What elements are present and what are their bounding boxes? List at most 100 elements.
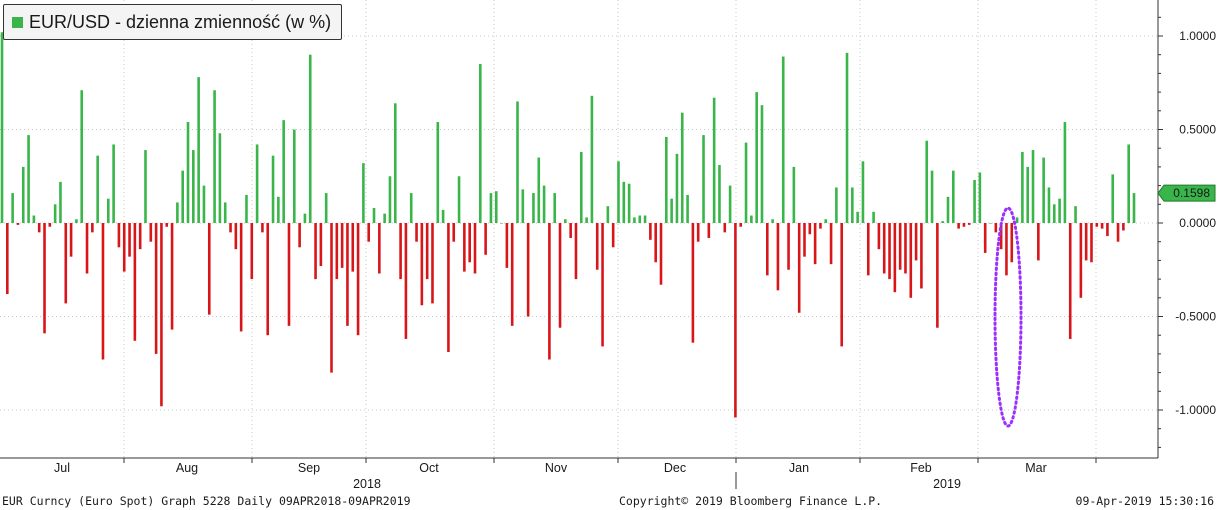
bar [553,193,557,223]
bar [728,185,732,223]
bar [1063,122,1067,223]
bar [505,223,509,268]
bar [787,223,790,270]
bar [271,155,275,223]
bar [229,223,232,233]
bar [21,166,25,223]
last-value-tag: 0.1598 [1157,184,1216,202]
bar [967,223,971,225]
bar [989,223,992,224]
bar [133,223,137,341]
footer-source: EUR Curncy (Euro Spot) Graph 5228 Daily … [2,494,411,508]
bar [431,223,434,304]
y-tick-label: -0.5000 [1175,310,1216,324]
bar [861,161,865,223]
bar [1031,150,1035,223]
bar [117,223,121,248]
bar [335,223,339,280]
bar [409,193,413,223]
bar [340,223,344,268]
y-tick-label: 0.0000 [1179,216,1216,230]
bar [914,223,918,261]
bar [686,194,689,223]
bar [792,166,796,223]
bar [558,223,562,328]
year-label: 2019 [933,477,961,490]
bar [393,103,397,223]
bar [898,223,902,270]
bar [521,189,525,223]
bar [723,223,727,233]
bar [627,183,631,223]
bar [479,64,482,223]
bar [489,193,493,223]
bar [994,223,998,233]
bar [43,223,46,334]
x-tick-label: Jan [789,461,809,475]
bar [670,198,673,223]
bar [569,223,572,238]
bar [197,77,200,223]
bar [330,223,333,373]
bar [622,181,626,223]
bar [436,122,440,223]
last-value-box [1157,184,1216,202]
y-axis: 1.0000 0.5000 0.0000 -0.5000 -1.0000 0.1598 [1157,0,1216,458]
bar [510,223,514,326]
bar [441,209,445,223]
bar [819,223,822,229]
bar [516,101,519,223]
bar [27,135,30,223]
bar [760,105,764,223]
bar [255,144,259,223]
bar [1116,223,1120,242]
bar [548,223,551,360]
bar [457,176,461,223]
bar [845,52,849,223]
bar [532,193,535,223]
bar [218,133,222,223]
bar [186,122,190,223]
bar [367,223,371,242]
bar [48,223,52,227]
bar [702,135,705,223]
bar [106,198,110,223]
bar [1074,206,1077,223]
bar [872,211,875,223]
bar [707,223,711,238]
bar [356,223,360,336]
bar [564,219,567,223]
legend-swatch [12,16,23,28]
bar [824,219,828,223]
bar [659,223,663,285]
bar [1058,198,1061,223]
bar [851,187,854,223]
bar [160,223,163,407]
x-tick-label: Mar [1025,461,1047,475]
bar [765,223,769,276]
bar [383,213,386,223]
bar [91,223,94,233]
bar [452,223,456,242]
bar [930,170,934,223]
bar [245,194,248,223]
bar [1047,187,1051,223]
bar [16,223,20,225]
bar [80,90,84,223]
bar [744,142,748,223]
bar [53,204,57,223]
bar [324,193,328,223]
bar [877,223,881,250]
bar [399,223,402,280]
bar [1015,217,1019,223]
bar [122,223,126,272]
bar [829,223,833,265]
bar [835,187,838,223]
bar [1037,223,1040,261]
bar [1111,174,1115,223]
bar [96,155,99,223]
bar [941,221,944,223]
bar [64,223,68,304]
bar [463,223,466,272]
bar [239,223,243,332]
